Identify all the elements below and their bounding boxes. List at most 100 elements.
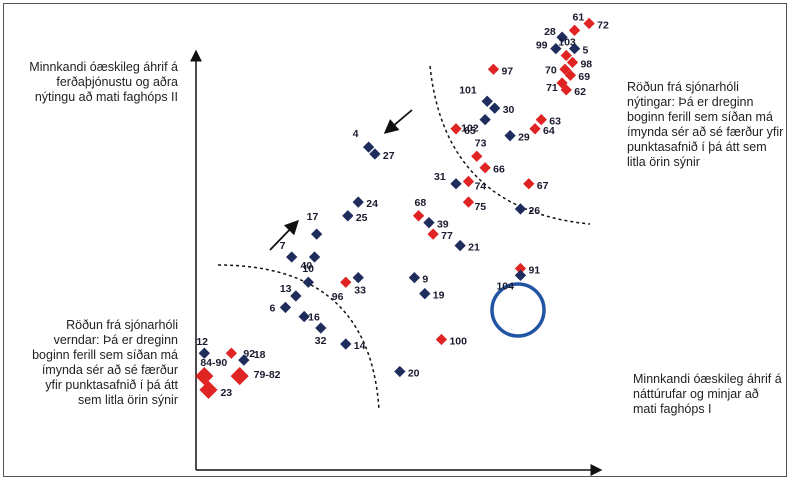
point-label-97: 97 — [501, 65, 513, 77]
point-label-25: 25 — [356, 212, 368, 224]
point-marker-28 — [556, 31, 568, 43]
point-label-30: 30 — [503, 104, 515, 116]
point-marker-74 — [462, 175, 475, 188]
point-marker-67 — [523, 178, 535, 190]
utilization-curve — [429, 65, 591, 225]
point-label-63: 63 — [549, 116, 561, 128]
point-marker-91 — [514, 262, 527, 275]
point-marker-39 — [423, 217, 435, 229]
point-marker-96 — [340, 276, 352, 288]
point-label-5: 5 — [583, 45, 589, 57]
point-label-29: 29 — [518, 132, 530, 144]
point-label-28: 28 — [544, 26, 556, 38]
chart-frame — [3, 3, 787, 477]
point-label-10: 10 — [302, 263, 314, 275]
point-label-39: 39 — [437, 219, 449, 231]
point-marker-14 — [340, 338, 352, 350]
point-marker-25 — [342, 210, 354, 222]
point-marker-66 — [479, 162, 491, 174]
point-label-73: 73 — [475, 137, 487, 149]
point-marker-17 — [310, 228, 323, 240]
point-marker-101 — [481, 95, 493, 107]
point-marker-10 — [302, 276, 314, 288]
point-label-17: 17 — [307, 211, 319, 223]
point-label-84-90: 84-90 — [200, 357, 227, 369]
point-label-99: 99 — [536, 40, 548, 52]
point-label-6: 6 — [269, 302, 275, 314]
point-marker-102 — [479, 113, 491, 126]
point-label-19: 19 — [433, 290, 445, 302]
x-axis-annotation: Minnkandi óæskileg áhrif á náttúrufar og… — [633, 372, 782, 416]
point-marker-18 — [238, 354, 250, 366]
point-marker-13 — [290, 290, 302, 302]
point-label-91: 91 — [528, 264, 540, 276]
point-marker-30 — [489, 102, 501, 114]
point-label-79-82: 79-82 — [254, 369, 281, 381]
point-marker-97 — [487, 63, 500, 75]
point-marker-79-82 — [230, 367, 249, 386]
point-label-16: 16 — [308, 312, 320, 324]
point-label-9: 9 — [422, 274, 428, 286]
conservation-curve — [217, 264, 380, 411]
point-marker-6 — [279, 301, 292, 314]
point-label-98: 98 — [580, 58, 592, 70]
point-marker-9 — [408, 271, 421, 284]
point-label-77: 77 — [441, 230, 453, 242]
point-marker-23 — [199, 380, 218, 399]
point-marker-104 — [514, 269, 527, 282]
point-marker-31 — [450, 178, 462, 190]
conservation-ranking-annotation: Röðun frá sjónarhóli verndar: Þá er dreg… — [32, 318, 178, 407]
point-label-92: 92 — [243, 348, 255, 360]
point-marker-32 — [315, 322, 327, 334]
point-label-69: 69 — [578, 71, 590, 83]
point-marker-16 — [298, 310, 310, 323]
point-marker-24 — [352, 196, 364, 208]
point-label-23: 23 — [220, 387, 232, 399]
point-marker-98 — [566, 56, 579, 69]
point-marker-33 — [352, 271, 364, 284]
point-marker-77 — [427, 228, 439, 240]
point-label-70: 70 — [545, 64, 557, 76]
point-marker-100 — [435, 333, 448, 346]
point-label-67: 67 — [537, 180, 549, 192]
point-label-14: 14 — [354, 340, 366, 352]
utilization-ranking-annotation: Röðun frá sjónarhóli nýtingar: Þá er dre… — [627, 80, 784, 169]
point-label-26: 26 — [528, 205, 540, 217]
point-marker-26 — [514, 203, 527, 215]
point-label-40: 40 — [301, 260, 313, 272]
point-marker-63 — [535, 113, 547, 126]
utilization-arrow — [383, 109, 413, 134]
point-label-66: 66 — [493, 164, 505, 176]
point-label-32: 32 — [315, 335, 327, 347]
point-label-24: 24 — [366, 198, 378, 210]
point-label-7: 7 — [280, 240, 286, 252]
point-marker-40 — [308, 251, 321, 263]
highlight-circle — [490, 282, 546, 338]
point-marker-68 — [412, 210, 425, 222]
point-marker-99 — [550, 42, 562, 55]
point-label-65: 65 — [464, 125, 476, 137]
point-marker-20 — [394, 365, 406, 378]
point-marker-19 — [419, 288, 431, 300]
point-label-71: 71 — [546, 82, 558, 94]
point-marker-64 — [529, 123, 541, 135]
point-label-21: 21 — [468, 242, 480, 254]
point-label-31: 31 — [434, 171, 446, 183]
y-axis-annotation: Minnkandi óæskileg áhrif á ferðaþjónustu… — [29, 60, 178, 104]
point-marker-75 — [462, 196, 475, 208]
point-marker-12 — [198, 347, 210, 359]
point-label-96: 96 — [332, 291, 344, 303]
point-marker-29 — [504, 130, 516, 142]
point-label-102: 102 — [461, 123, 479, 135]
point-marker-27 — [369, 148, 381, 160]
point-marker-92 — [225, 347, 238, 359]
point-label-13: 13 — [280, 283, 292, 295]
point-label-72: 72 — [597, 19, 609, 31]
point-label-68: 68 — [415, 197, 427, 209]
point-label-101: 101 — [459, 84, 477, 96]
point-label-61: 61 — [573, 11, 585, 23]
point-label-12: 12 — [196, 336, 208, 348]
point-label-75: 75 — [474, 201, 486, 213]
